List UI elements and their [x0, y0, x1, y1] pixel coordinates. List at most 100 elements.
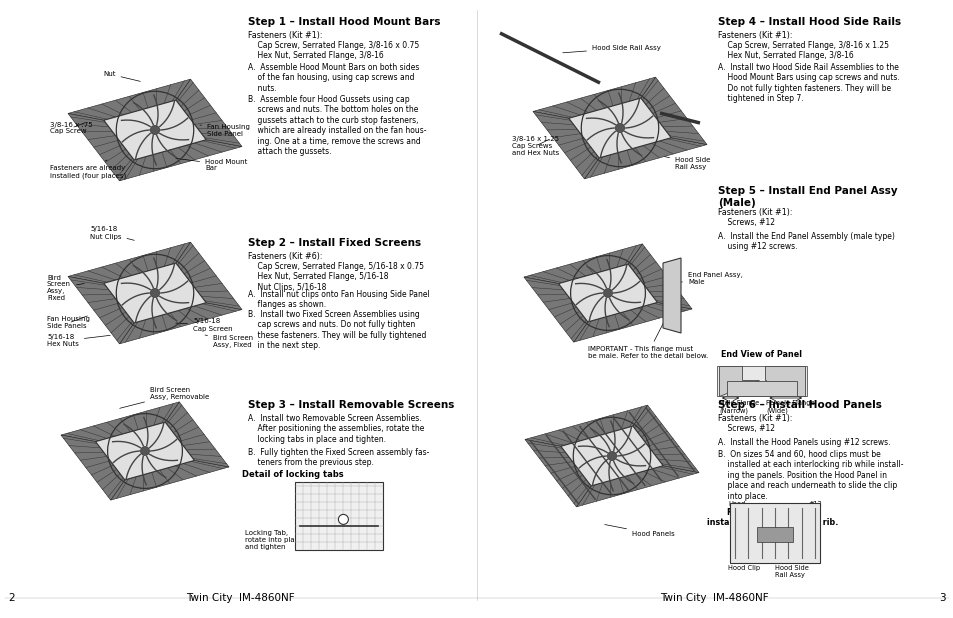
Text: IMPORTANT - This flange must
be male. Refer to the detail below.: IMPORTANT - This flange must be male. Re… [587, 310, 707, 360]
Polygon shape [568, 98, 671, 158]
Polygon shape [719, 366, 759, 396]
Polygon shape [764, 366, 804, 396]
Text: Hood Side
Rail Assy: Hood Side Rail Assy [664, 156, 710, 169]
Polygon shape [68, 242, 191, 283]
Text: Fasteners (Kit #1):: Fasteners (Kit #1): [248, 31, 322, 40]
Polygon shape [175, 79, 242, 146]
Text: B.  Install two Fixed Screen Assemblies using
    cap screws and nuts. Do not fu: B. Install two Fixed Screen Assemblies u… [248, 310, 426, 350]
Polygon shape [111, 460, 229, 500]
Text: B.  Assemble four Hood Gussets using cap
    screws and nuts. The bottom holes o: B. Assemble four Hood Gussets using cap … [248, 95, 426, 156]
Text: Fasteners (Kit #1):: Fasteners (Kit #1): [718, 31, 792, 40]
Polygon shape [584, 138, 706, 179]
Text: Hood Panels: Hood Panels [604, 525, 674, 537]
Polygon shape [533, 111, 598, 179]
Text: Cap Screw, Serrated Flange, 5/16-18 x 0.75
    Hex Nut, Serrated Flange, 5/16-18: Cap Screw, Serrated Flange, 5/16-18 x 0.… [248, 262, 423, 292]
Circle shape [338, 514, 348, 525]
Text: Nut: Nut [103, 71, 140, 82]
Text: Screws, #12: Screws, #12 [718, 424, 774, 433]
Text: Step 2 – Install Fixed Screens: Step 2 – Install Fixed Screens [248, 238, 420, 248]
Text: Step 1 – Install Hood Mount Bars: Step 1 – Install Hood Mount Bars [248, 17, 440, 27]
Polygon shape [104, 100, 206, 160]
Text: Fan Housing
Side Panel: Fan Housing Side Panel [200, 124, 250, 137]
Text: 5/16-18
Hex Nuts: 5/16-18 Hex Nuts [47, 334, 111, 347]
Bar [294, 482, 382, 550]
Text: Hood Mount
Bar: Hood Mount Bar [175, 158, 247, 172]
Text: Bird Screen
Assy, Removable: Bird Screen Assy, Removable [119, 386, 209, 408]
Text: Twin City  IM-4860NF: Twin City IM-4860NF [186, 593, 294, 603]
Bar [757, 527, 792, 542]
Bar [729, 503, 820, 563]
Polygon shape [61, 402, 179, 442]
Text: For Sizes 54 and 60,
install hood clips at each rib.: For Sizes 54 and 60, install hood clips … [706, 508, 838, 527]
Polygon shape [119, 140, 242, 181]
Text: Hood
Panels: Hood Panels [727, 501, 749, 514]
Circle shape [151, 289, 159, 298]
Polygon shape [726, 381, 796, 396]
Polygon shape [576, 466, 699, 507]
Circle shape [151, 125, 159, 135]
Polygon shape [558, 264, 657, 322]
Text: Hood Side
Rail Assy: Hood Side Rail Assy [774, 565, 808, 578]
Text: B.  On sizes 54 and 60, hood clips must be
    installed at each interlocking ri: B. On sizes 54 and 60, hood clips must b… [718, 450, 902, 501]
Polygon shape [662, 258, 680, 333]
Text: 2: 2 [8, 593, 14, 603]
Polygon shape [95, 422, 194, 480]
Polygon shape [573, 302, 691, 342]
Polygon shape [627, 244, 691, 309]
Text: End Panel Assy,
Male: End Panel Assy, Male [675, 271, 742, 284]
Text: Male Flange
(Narrow): Male Flange (Narrow) [719, 400, 759, 413]
Text: Hood Clip: Hood Clip [727, 565, 760, 571]
Text: 3: 3 [939, 593, 945, 603]
Circle shape [607, 451, 616, 460]
Polygon shape [68, 276, 134, 344]
Circle shape [615, 124, 624, 133]
Text: Fasteners (Kit #1):: Fasteners (Kit #1): [718, 414, 792, 423]
Text: A.  Assemble Hood Mount Bars on both sides
    of the fan housing, using cap scr: A. Assemble Hood Mount Bars on both side… [248, 63, 419, 93]
Polygon shape [524, 405, 647, 446]
Text: Step 5 – Install End Panel Assy
(Male): Step 5 – Install End Panel Assy (Male) [718, 186, 897, 208]
Text: Fasteners (Kit #6):: Fasteners (Kit #6): [248, 252, 322, 261]
Text: Step 4 – Install Hood Side Rails: Step 4 – Install Hood Side Rails [718, 17, 901, 27]
Text: Fasteners are already
installed (four places): Fasteners are already installed (four pl… [50, 160, 126, 179]
Bar [717, 366, 806, 396]
Text: Step 6 – Install Hood Panels: Step 6 – Install Hood Panels [718, 400, 881, 410]
Polygon shape [165, 402, 229, 467]
Text: 5/16-18
Cap Screen: 5/16-18 Cap Screen [175, 318, 233, 331]
Text: A.  Install two Hood Side Rail Assemblies to the
    Hood Mount Bars using cap s: A. Install two Hood Side Rail Assemblies… [718, 63, 899, 103]
Polygon shape [632, 405, 699, 473]
Text: 5/16-18
Nut Clips: 5/16-18 Nut Clips [90, 227, 134, 240]
Circle shape [140, 447, 150, 455]
Text: Fan Housing
Side Panels: Fan Housing Side Panels [47, 316, 90, 329]
Text: A.  Install nut clips onto Fan Housing Side Panel
    flanges as shown.: A. Install nut clips onto Fan Housing Si… [248, 290, 429, 310]
Polygon shape [524, 439, 591, 507]
Polygon shape [68, 79, 191, 121]
Text: Step 3 – Install Removable Screens: Step 3 – Install Removable Screens [248, 400, 454, 410]
Text: End View of Panel: End View of Panel [720, 350, 801, 359]
Polygon shape [68, 114, 134, 181]
Text: Cap Screw, Serrated Flange, 3/8-16 x 0.75
    Hex Nut, Serrated Flange, 3/8-16: Cap Screw, Serrated Flange, 3/8-16 x 0.7… [248, 41, 418, 61]
Text: Bird
Screen
Assy,
Fixed: Bird Screen Assy, Fixed [47, 274, 84, 302]
Text: Fasteners (Kit #1):: Fasteners (Kit #1): [718, 208, 792, 217]
Text: Hood Side Rail Assy: Hood Side Rail Assy [562, 45, 660, 53]
Polygon shape [119, 303, 242, 344]
Text: Bird Screen
Assy, Fixed: Bird Screen Assy, Fixed [205, 334, 253, 347]
Text: Screws, #12: Screws, #12 [718, 218, 774, 227]
Text: #12
Screws: #12 Screws [798, 501, 821, 514]
Text: Cap Screw, Serrated Flange, 3/8-16 x 1.25
    Hex Nut, Serrated Flange, 3/8-16: Cap Screw, Serrated Flange, 3/8-16 x 1.2… [718, 41, 888, 61]
Text: A.  Install the Hood Panels using #12 screws.: A. Install the Hood Panels using #12 scr… [718, 438, 889, 447]
Polygon shape [523, 277, 587, 342]
Circle shape [603, 289, 612, 297]
Polygon shape [61, 435, 125, 500]
Polygon shape [560, 426, 662, 486]
Polygon shape [523, 244, 641, 284]
Polygon shape [175, 242, 242, 310]
Text: A.  Install two Removable Screen Assemblies.
    After positioning the assemblie: A. Install two Removable Screen Assembli… [248, 414, 424, 444]
Text: Twin City  IM-4860NF: Twin City IM-4860NF [659, 593, 767, 603]
Text: Detail of locking tabs: Detail of locking tabs [242, 470, 343, 479]
Text: A.  Install the End Panel Assembly (male type)
    using #12 screws.: A. Install the End Panel Assembly (male … [718, 232, 894, 252]
Polygon shape [533, 77, 655, 118]
Text: Female Flange
(Wide): Female Flange (Wide) [765, 400, 814, 413]
Polygon shape [640, 77, 706, 145]
Text: B.  Fully tighten the Fixed Screen assembly fas-
    teners from the previous st: B. Fully tighten the Fixed Screen assemb… [248, 448, 429, 467]
Polygon shape [104, 263, 206, 323]
